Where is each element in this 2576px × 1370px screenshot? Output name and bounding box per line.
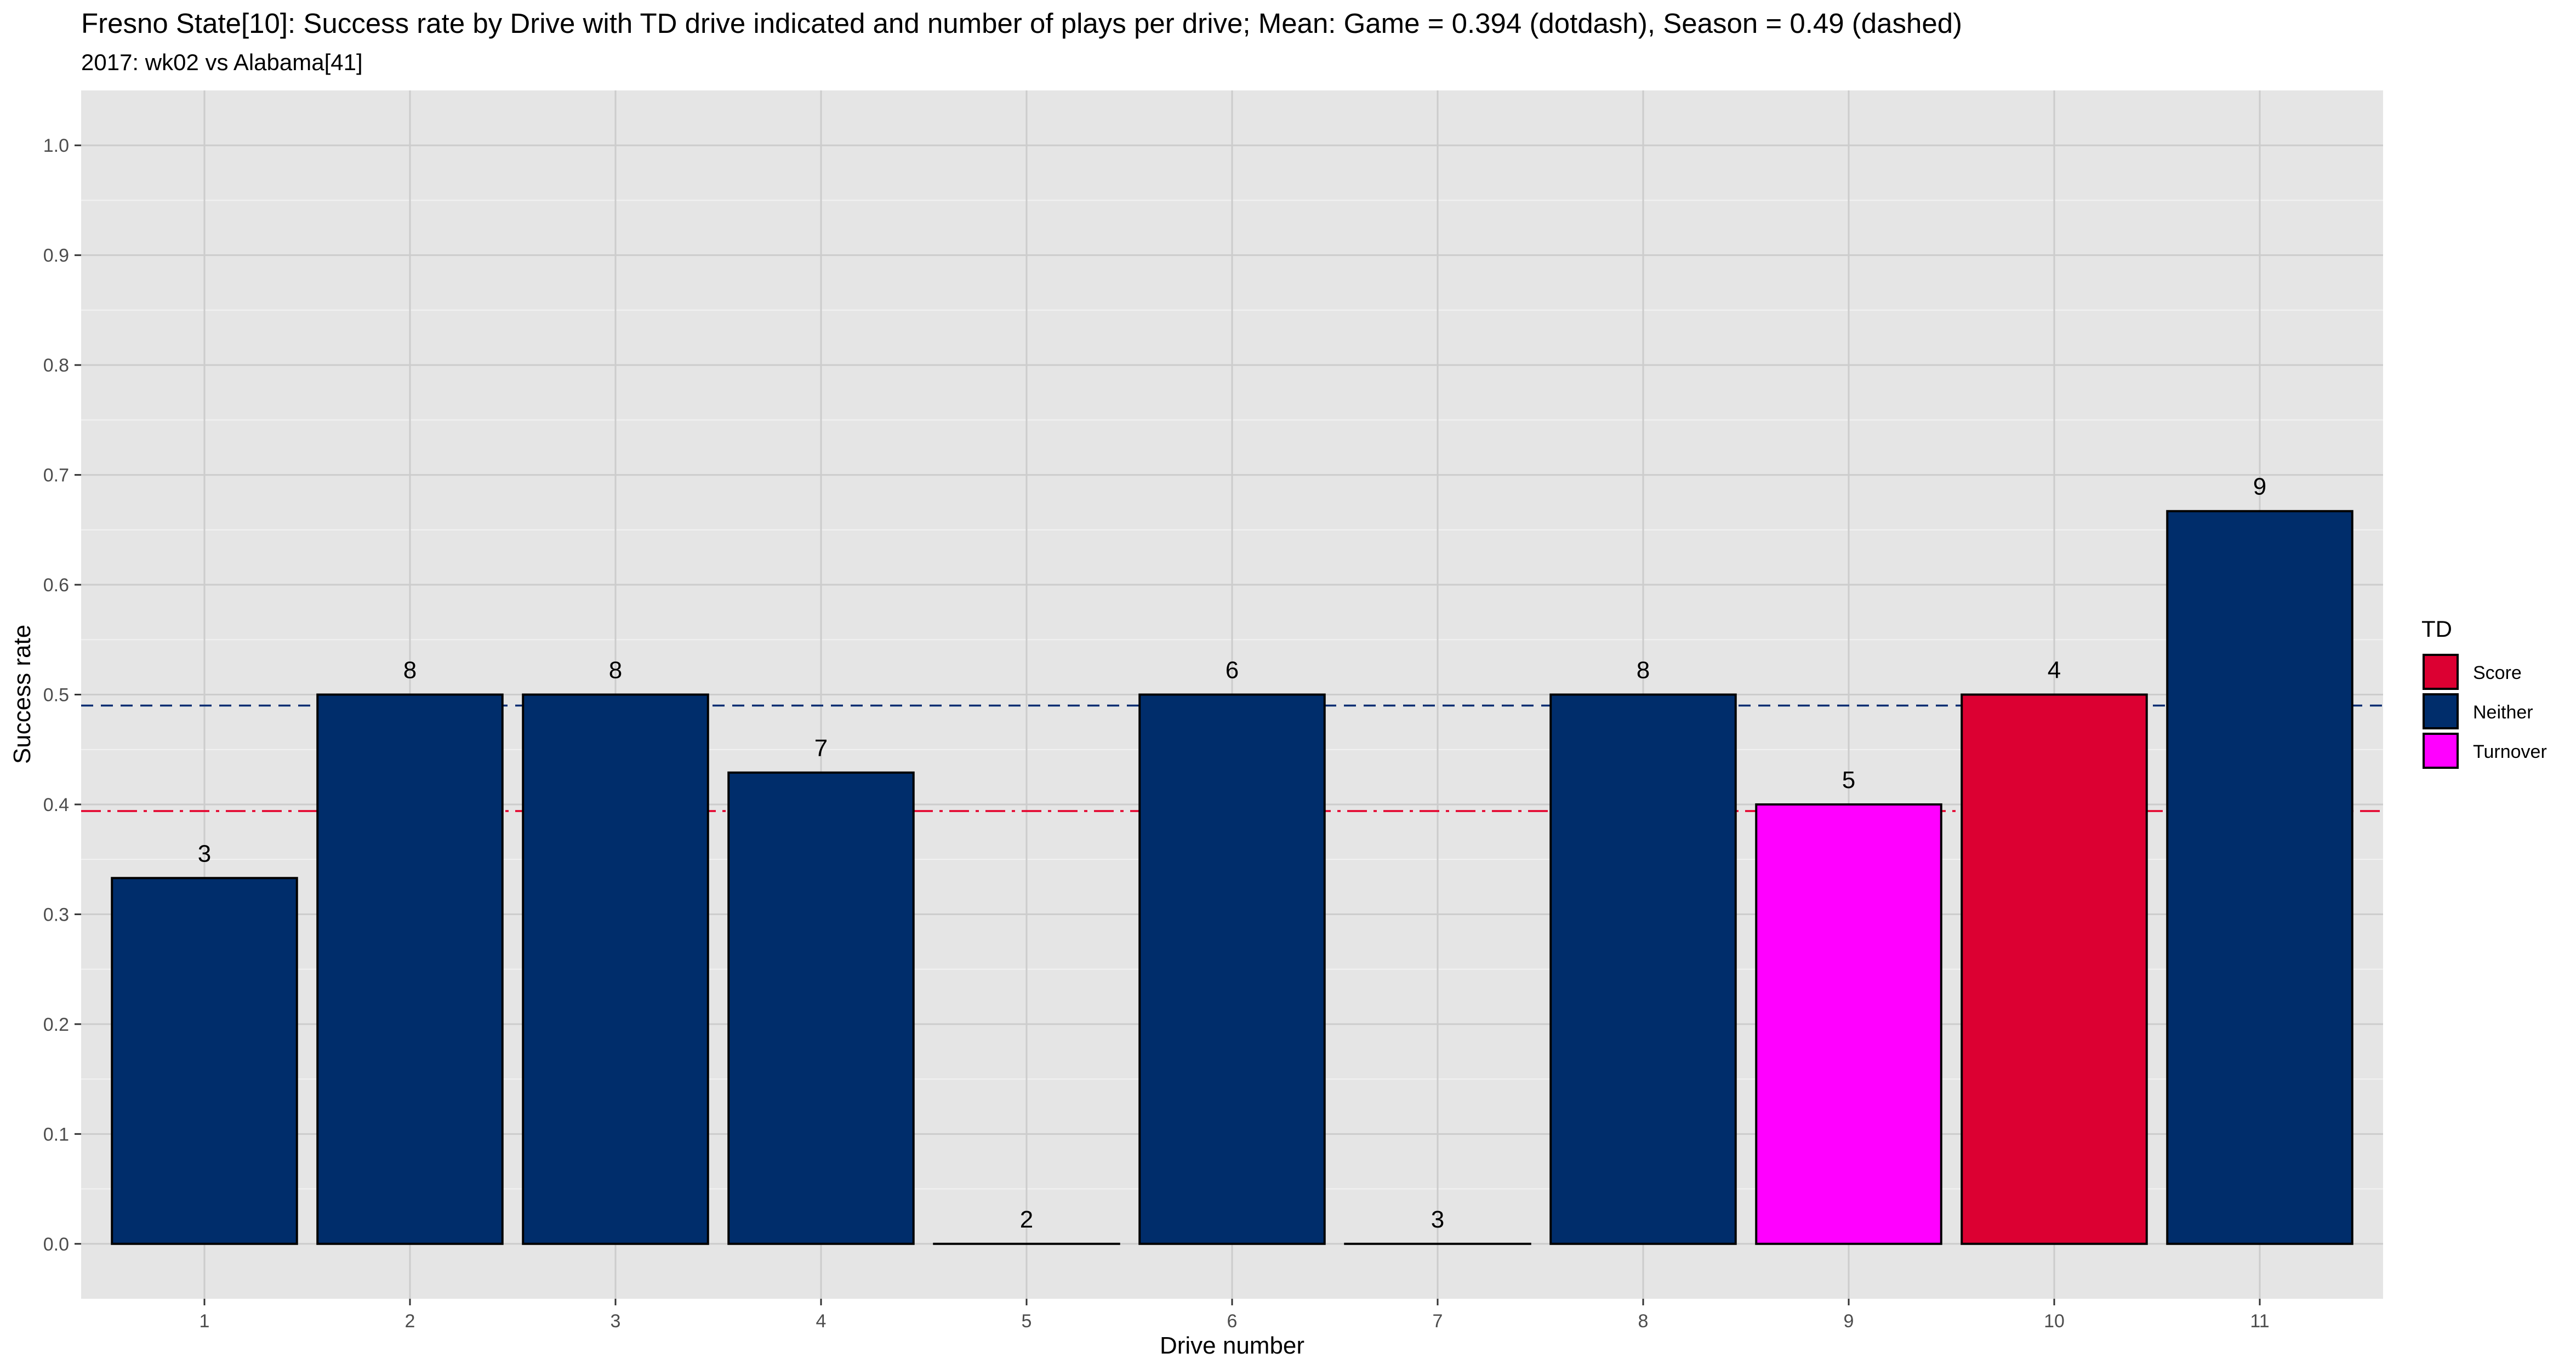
y-tick-label: 0.9 (43, 246, 69, 266)
bars (111, 510, 2353, 1245)
bar-drive-6 (1138, 693, 1326, 1245)
x-tick-label: 10 (2044, 1311, 2065, 1332)
bar-plays-label: 9 (2253, 473, 2266, 500)
legend-label: Neither (2473, 702, 2533, 723)
bar-drive-8 (1549, 693, 1737, 1245)
y-tick-label: 0.3 (43, 904, 69, 925)
legend-items: Score Neither Turnover (2423, 654, 2547, 769)
x-tick-label: 7 (1433, 1311, 1443, 1332)
bar-plays-label: 6 (1226, 657, 1239, 684)
x-tick-label: 4 (816, 1311, 827, 1332)
y-tick-label: 0.4 (43, 795, 69, 815)
y-axis-title: Success rate (9, 625, 36, 764)
bar-drive-10 (1961, 693, 2148, 1245)
x-tick-label: 3 (611, 1311, 621, 1332)
bar-drive-9 (1755, 803, 1942, 1245)
bar-plays-label: 8 (609, 657, 622, 684)
bar-drive-11 (2166, 510, 2353, 1245)
y-tick-label: 1.0 (43, 135, 69, 156)
x-axis: 1 2 3 4 5 6 7 8 9 10 11 (200, 1299, 2270, 1332)
bar-plays-label: 3 (198, 840, 211, 867)
bar-plays-label: 2 (1020, 1206, 1033, 1233)
legend-key-score (2423, 654, 2459, 690)
legend: TD Score Neither Turnover (2421, 616, 2547, 769)
bar-plays-label: 8 (1637, 657, 1650, 684)
y-tick-label: 0.5 (43, 685, 69, 706)
x-tick-label: 6 (1227, 1311, 1238, 1332)
legend-title: TD (2421, 616, 2452, 642)
bar-plays-label: 7 (814, 735, 828, 762)
legend-key-turnover (2423, 733, 2459, 769)
x-axis-title: Drive number (1160, 1332, 1304, 1359)
chart-subtitle: 2017: wk02 vs Alabama[41] (81, 49, 363, 75)
x-tick-label: 8 (1638, 1311, 1649, 1332)
legend-key-neither (2423, 693, 2459, 729)
bar-labels: 3 8 8 7 2 6 3 8 5 4 9 (198, 473, 2266, 1233)
x-tick-label: 5 (1022, 1311, 1032, 1332)
bar-drive-1 (111, 877, 298, 1245)
legend-label: Score (2473, 663, 2522, 683)
y-tick-label: 0.8 (43, 355, 69, 376)
legend-label: Turnover (2473, 741, 2547, 762)
bar-plays-label: 3 (1431, 1206, 1444, 1233)
bar-plays-label: 5 (1842, 767, 1855, 794)
y-tick-label: 0.6 (43, 575, 69, 596)
bar-drive-4 (727, 771, 915, 1245)
x-tick-label: 2 (405, 1311, 415, 1332)
x-tick-label: 11 (2250, 1311, 2269, 1332)
y-tick-label: 0.2 (43, 1014, 69, 1035)
x-tick-label: 1 (200, 1311, 210, 1332)
y-tick-label: 0.1 (43, 1124, 69, 1145)
bar-drive-2 (316, 693, 504, 1245)
chart-title: Fresno State[10]: Success rate by Drive … (81, 8, 1962, 39)
bar-plays-label: 8 (403, 657, 417, 684)
bar-drive-3 (522, 693, 709, 1245)
y-tick-label: 0.7 (43, 465, 69, 486)
y-tick-label: 0.0 (43, 1234, 69, 1255)
y-axis: 0.0 0.1 0.2 0.3 0.4 0.5 0.6 0.7 0.8 0.9 1.0 (43, 135, 81, 1255)
x-tick-label: 9 (1844, 1311, 1854, 1332)
bar-plays-label: 4 (2048, 657, 2061, 684)
